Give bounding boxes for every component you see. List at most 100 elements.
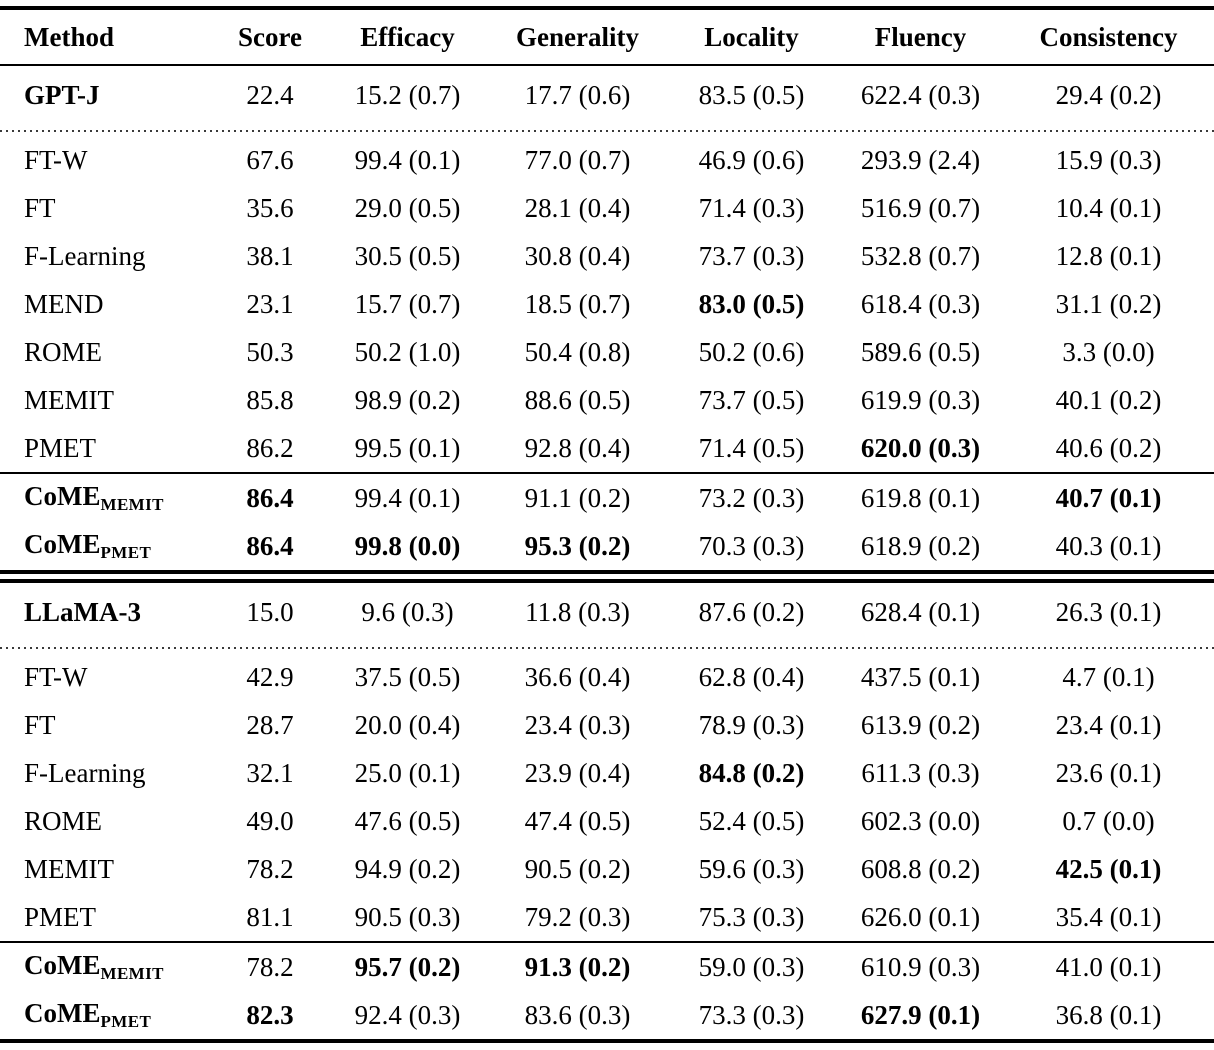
table-row: FT-W 67.6 99.4 (0.1) 77.0 (0.7) 46.9 (0.6) 29…	[0, 136, 1214, 184]
value-cell: 95.3 (0.2)	[524, 530, 631, 561]
column-header-consistency: Consistency	[1003, 6, 1214, 66]
method-subscript: PMET	[100, 543, 152, 562]
table-row: FT 35.6 29.0 (0.5) 28.1 (0.4) 71.4 (0.3) 516.…	[0, 184, 1214, 232]
value-cell: 589.6 (0.5)	[860, 336, 981, 367]
method-cell: MEMIT	[0, 376, 215, 424]
method-label: MEMIT	[24, 384, 114, 415]
method-cell: CoMEMEMIT	[0, 472, 215, 522]
value-cell: 4.7 (0.1)	[1062, 661, 1155, 692]
method-label: CoME	[24, 529, 101, 559]
method-subscript: MEMIT	[100, 964, 164, 983]
value-cell: 42.9	[246, 661, 294, 692]
value-cell: 15.7 (0.7)	[354, 288, 461, 319]
value-cell: 627.9 (0.1)	[838, 991, 1003, 1043]
value-cell: 15.9 (0.3)	[1055, 144, 1162, 175]
value-cell: 86.4	[215, 472, 325, 522]
dotted-separator	[0, 124, 1214, 136]
table-body: GPT-J 22.4 15.2 (0.7) 17.7 (0.6) 83.5 (0.5) 6…	[0, 65, 1214, 1043]
method-cell: MEND	[0, 280, 215, 328]
value-cell: 30.5 (0.5)	[354, 240, 461, 271]
double-rule-separator	[0, 570, 1214, 583]
value-cell: 31.1 (0.2)	[1055, 288, 1162, 319]
value-cell: 608.8 (0.2)	[860, 853, 981, 884]
value-cell: 3.3 (0.0)	[1062, 336, 1155, 367]
table-row: F-Learning 32.1 25.0 (0.1) 23.9 (0.4) 84.8 (…	[0, 749, 1214, 797]
dotted-line	[0, 647, 1214, 649]
method-label: CoME	[24, 950, 101, 980]
value-cell: 77.0 (0.7)	[524, 144, 631, 175]
method-cell: LLaMA-3	[0, 581, 215, 641]
value-cell: 99.4 (0.1)	[325, 472, 490, 522]
value-cell: 78.2	[246, 853, 294, 884]
value-cell: 91.1 (0.2)	[490, 472, 665, 522]
value-cell: 15.0	[246, 596, 294, 627]
value-cell: 10.4 (0.1)	[1055, 192, 1162, 223]
value-cell: 67.6	[246, 144, 294, 175]
table-row: GPT-J 22.4 15.2 (0.7) 17.7 (0.6) 83.5 (0.5) 6…	[0, 65, 1214, 124]
value-cell: 40.3 (0.1)	[1055, 530, 1162, 561]
value-cell: 85.8	[246, 384, 294, 415]
value-cell: 49.0	[246, 805, 294, 836]
value-cell: 25.0 (0.1)	[354, 757, 461, 788]
method-cell: PMET	[0, 893, 215, 942]
value-cell: 29.0 (0.5)	[354, 192, 461, 223]
value-cell: 62.8 (0.4)	[698, 661, 805, 692]
method-cell: ROME	[0, 328, 215, 376]
value-cell: 618.9 (0.2)	[860, 530, 981, 561]
dotted-separator	[0, 641, 1214, 653]
value-cell: 20.0 (0.4)	[354, 709, 461, 740]
method-cell: FT-W	[0, 136, 215, 184]
value-cell: 29.4 (0.2)	[1055, 79, 1162, 110]
value-cell: 437.5 (0.1)	[860, 661, 981, 692]
value-cell: 87.6 (0.2)	[698, 596, 805, 627]
value-cell: 32.1	[246, 757, 294, 788]
value-cell: 620.0 (0.3)	[860, 432, 981, 463]
value-cell: 28.1 (0.4)	[524, 192, 631, 223]
method-subscript: PMET	[100, 1012, 152, 1031]
value-cell: 73.2 (0.3)	[665, 472, 838, 522]
value-cell: 47.4 (0.5)	[524, 805, 631, 836]
value-cell: 40.1 (0.2)	[1055, 384, 1162, 415]
method-label: FT-W	[24, 661, 88, 692]
value-cell: 23.6 (0.1)	[1055, 757, 1162, 788]
table-row: ROME 49.0 47.6 (0.5) 47.4 (0.5) 52.4 (0.5) 60…	[0, 797, 1214, 845]
value-cell: 78.2	[215, 941, 325, 991]
value-cell: 36.6 (0.4)	[524, 661, 631, 692]
value-cell: 11.8 (0.3)	[525, 596, 630, 627]
value-cell: 83.6 (0.3)	[490, 991, 665, 1043]
method-label: F-Learning	[24, 240, 146, 271]
method-label: ROME	[24, 336, 103, 367]
double-rule-separator	[0, 570, 1214, 583]
method-label: CoME	[24, 481, 101, 511]
table-row: CoMEMEMIT 86.4 99.4 (0.1) 91.1 (0.2) 73.2 (0…	[0, 472, 1214, 522]
value-cell: 46.9 (0.6)	[698, 144, 805, 175]
value-cell: 35.4 (0.1)	[1055, 901, 1162, 932]
value-cell: 12.8 (0.1)	[1055, 240, 1162, 271]
table-row: MEMIT 85.8 98.9 (0.2) 88.6 (0.5) 73.7 (0.5) 6…	[0, 376, 1214, 424]
column-header-generality: Generality	[490, 6, 665, 66]
dotted-separator	[0, 641, 1214, 653]
method-cell: CoMEMEMIT	[0, 941, 215, 991]
column-header-locality: Locality	[665, 6, 838, 66]
value-cell: 619.8 (0.1)	[838, 472, 1003, 522]
value-cell: 0.7 (0.0)	[1062, 805, 1155, 836]
value-cell: 70.3 (0.3)	[698, 530, 805, 561]
column-header-efficacy: Efficacy	[325, 6, 490, 66]
method-cell: FT	[0, 184, 215, 232]
value-cell: 83.5 (0.5)	[698, 79, 805, 110]
value-cell: 92.4 (0.3)	[325, 991, 490, 1043]
value-cell: 50.2 (0.6)	[698, 336, 805, 367]
value-cell: 35.6	[246, 192, 294, 223]
value-cell: 293.9 (2.4)	[860, 144, 981, 175]
value-cell: 73.7 (0.3)	[698, 240, 805, 271]
value-cell: 22.4	[246, 79, 294, 110]
value-cell: 73.3 (0.3)	[665, 991, 838, 1043]
value-cell: 18.5 (0.7)	[524, 288, 631, 319]
value-cell: 516.9 (0.7)	[860, 192, 981, 223]
value-cell: 38.1	[246, 240, 294, 271]
value-cell: 17.7 (0.6)	[524, 79, 631, 110]
value-cell: 532.8 (0.7)	[860, 240, 981, 271]
value-cell: 26.3 (0.1)	[1055, 596, 1162, 627]
method-cell: CoMEPMET	[0, 991, 215, 1043]
value-cell: 30.8 (0.4)	[524, 240, 631, 271]
